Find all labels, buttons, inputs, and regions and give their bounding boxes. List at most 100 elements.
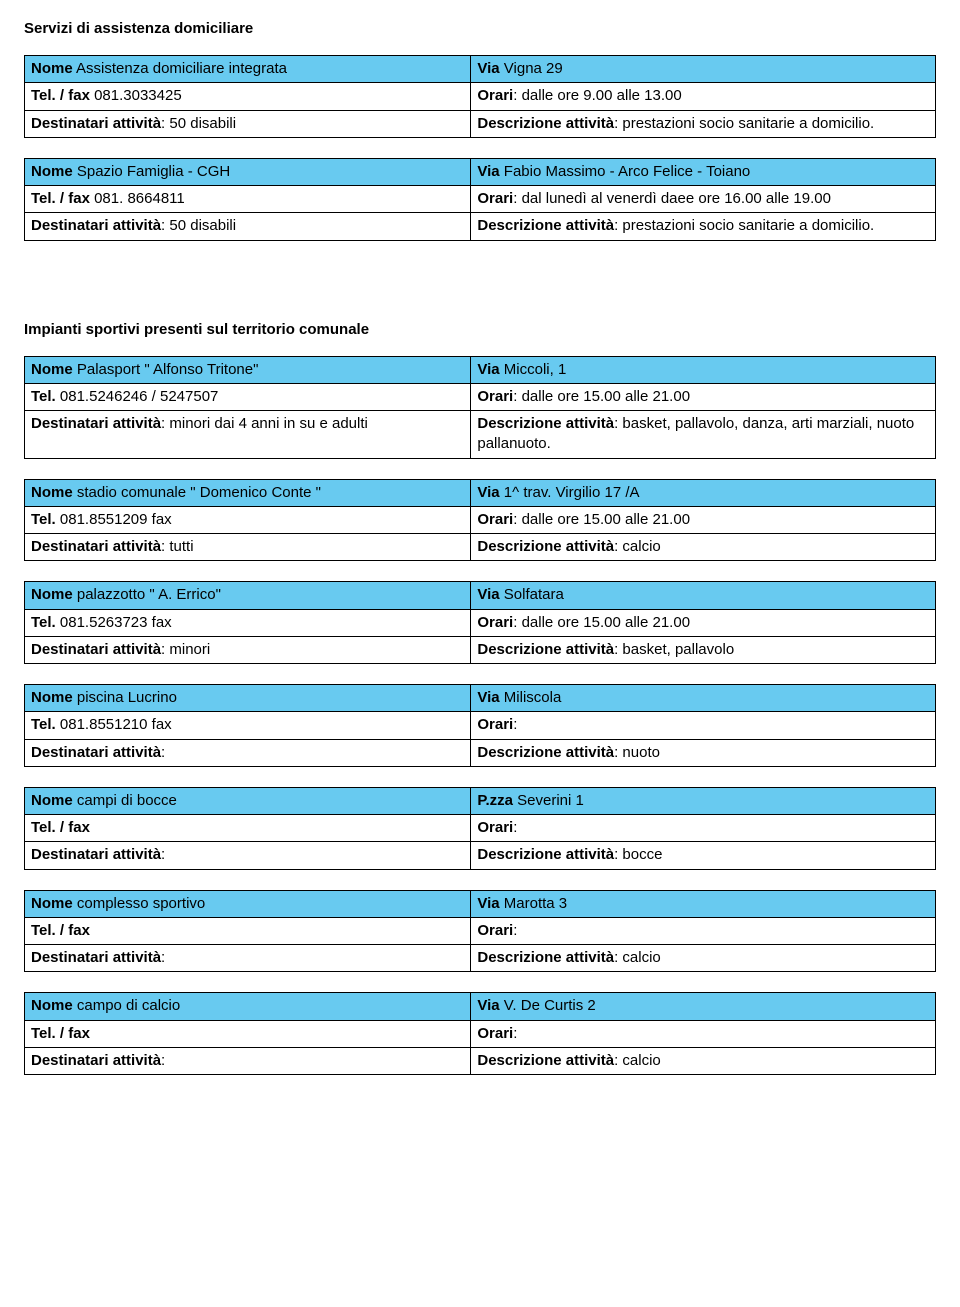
address-cell: Via Fabio Massimo - Arco Felice - Toiano (471, 158, 936, 185)
section-2-title: Impianti sportivi presenti sul territori… (24, 321, 936, 338)
tel-cell: Tel. 081.5246246 / 5247507 (25, 383, 471, 410)
descrizione-cell: Descrizione attività: bocce (471, 842, 936, 869)
address-cell: Via V. De Curtis 2 (471, 993, 936, 1020)
address-cell: Via Miliscola (471, 685, 936, 712)
table-row: Nome Assistenza domiciliare integrataVia… (25, 56, 936, 83)
orari-cell: Orari: dalle ore 9.00 alle 13.00 (471, 83, 936, 110)
descrizione-cell: Descrizione attività: prestazioni socio … (471, 110, 936, 137)
tel-cell: Tel. / fax 081.3033425 (25, 83, 471, 110)
value-text: : dal lunedì al venerdì daee ore 16.00 a… (513, 190, 831, 207)
info-table: Nome Spazio Famiglia - CGHVia Fabio Mass… (24, 158, 936, 241)
value-text: : basket, pallavolo (614, 641, 734, 658)
value-text: 081.5246246 / 5247507 (56, 388, 219, 405)
label-text: Nome (31, 689, 73, 706)
label-text: Destinatari attività (31, 115, 161, 132)
name-cell: Nome palazzotto " A. Errico" (25, 582, 471, 609)
section-1-title: Servizi di assistenza domiciliare (24, 20, 936, 37)
table-row: Destinatari attività:Descrizione attivit… (25, 945, 936, 972)
value-text: Miccoli, 1 (500, 361, 567, 378)
orari-cell: Orari: (471, 712, 936, 739)
value-text: : 50 disabili (161, 217, 236, 234)
table-row: Nome palazzotto " A. Errico"Via Solfatar… (25, 582, 936, 609)
address-cell: Via Marotta 3 (471, 890, 936, 917)
label-text: Descrizione attività (477, 538, 614, 555)
name-cell: Nome campi di bocce (25, 787, 471, 814)
table-row: Tel. / faxOrari: (25, 917, 936, 944)
label-text: Via (477, 689, 499, 706)
label-text: Destinatari attività (31, 538, 161, 555)
name-cell: Nome stadio comunale " Domenico Conte " (25, 479, 471, 506)
orari-cell: Orari: (471, 815, 936, 842)
destinatari-cell: Destinatari attività: minori dai 4 anni … (25, 411, 471, 459)
info-table: Nome palazzotto " A. Errico"Via Solfatar… (24, 581, 936, 664)
destinatari-cell: Destinatari attività: minori (25, 636, 471, 663)
value-text: campo di calcio (73, 997, 181, 1014)
table-row: Nome Spazio Famiglia - CGHVia Fabio Mass… (25, 158, 936, 185)
value-text: : minori dai 4 anni in su e adulti (161, 415, 368, 432)
value-text: : (161, 846, 165, 863)
destinatari-cell: Destinatari attività: (25, 945, 471, 972)
value-text: Vigna 29 (500, 60, 563, 77)
value-text: Palasport " Alfonso Tritone" (73, 361, 259, 378)
value-text: : calcio (614, 1052, 661, 1069)
table-row: Destinatari attività: 50 disabiliDescriz… (25, 213, 936, 240)
info-table: Nome stadio comunale " Domenico Conte " V… (24, 479, 936, 562)
descrizione-cell: Descrizione attività: nuoto (471, 739, 936, 766)
destinatari-cell: Destinatari attività: 50 disabili (25, 110, 471, 137)
table-row: Tel. / fax 081. 8664811 Orari: dal lunedì… (25, 186, 936, 213)
label-text: Nome (31, 997, 73, 1014)
value-text: : (513, 922, 517, 939)
value-text: : 50 disabili (161, 115, 236, 132)
table-row: Nome campi di bocce P.zza Severini 1 (25, 787, 936, 814)
label-text: Via (477, 484, 499, 501)
value-text: stadio comunale " Domenico Conte " (73, 484, 321, 501)
info-table: Nome complesso sportivoVia Marotta 3Tel.… (24, 890, 936, 973)
label-text: Tel. / fax (31, 190, 90, 207)
label-text: Descrizione attività (477, 641, 614, 658)
value-text: 081. 8664811 (90, 190, 185, 207)
table-row: Tel. 081.5246246 / 5247507Orari: dalle o… (25, 383, 936, 410)
orari-cell: Orari: (471, 917, 936, 944)
label-text: Nome (31, 895, 73, 912)
label-text: Nome (31, 586, 73, 603)
descrizione-cell: Descrizione attività: calcio (471, 945, 936, 972)
info-table: Nome piscina LucrinoVia MiliscolaTel. 08… (24, 684, 936, 767)
value-text: : nuoto (614, 744, 660, 761)
label-text: Via (477, 895, 499, 912)
label-text: Orari (477, 716, 513, 733)
table-row: Nome campo di calcioVia V. De Curtis 2 (25, 993, 936, 1020)
label-text: Orari (477, 922, 513, 939)
descrizione-cell: Descrizione attività: calcio (471, 1047, 936, 1074)
destinatari-cell: Destinatari attività: tutti (25, 534, 471, 561)
tel-cell: Tel. / fax 081. 8664811 (25, 186, 471, 213)
value-text: Spazio Famiglia - CGH (73, 163, 231, 180)
tel-cell: Tel. / fax (25, 1020, 471, 1047)
label-text: Orari (477, 190, 513, 207)
value-text: palazzotto " A. Errico" (73, 586, 221, 603)
address-cell: Via Miccoli, 1 (471, 356, 936, 383)
label-text: Destinatari attività (31, 744, 161, 761)
label-text: Orari (477, 614, 513, 631)
label-text: Tel. (31, 614, 56, 631)
descrizione-cell: Descrizione attività: calcio (471, 534, 936, 561)
value-text: Miliscola (500, 689, 562, 706)
value-text: 081.8551210 fax (56, 716, 172, 733)
value-text: campi di bocce (73, 792, 177, 809)
label-text: Destinatari attività (31, 1052, 161, 1069)
value-text: Solfatara (500, 586, 564, 603)
value-text: Assistenza domiciliare integrata (73, 60, 287, 77)
orari-cell: Orari: dalle ore 15.00 alle 21.00 (471, 506, 936, 533)
destinatari-cell: Destinatari attività: (25, 842, 471, 869)
name-cell: Nome campo di calcio (25, 993, 471, 1020)
value-text: : (161, 1052, 165, 1069)
label-text: P.zza (477, 792, 513, 809)
value-text: V. De Curtis 2 (500, 997, 596, 1014)
orari-cell: Orari: dalle ore 15.00 alle 21.00 (471, 383, 936, 410)
tel-cell: Tel. / fax (25, 917, 471, 944)
label-text: Tel. (31, 716, 56, 733)
label-text: Destinatari attività (31, 641, 161, 658)
value-text: : (513, 716, 517, 733)
tel-cell: Tel. 081.5263723 fax (25, 609, 471, 636)
label-text: Via (477, 163, 499, 180)
label-text: Destinatari attività (31, 846, 161, 863)
